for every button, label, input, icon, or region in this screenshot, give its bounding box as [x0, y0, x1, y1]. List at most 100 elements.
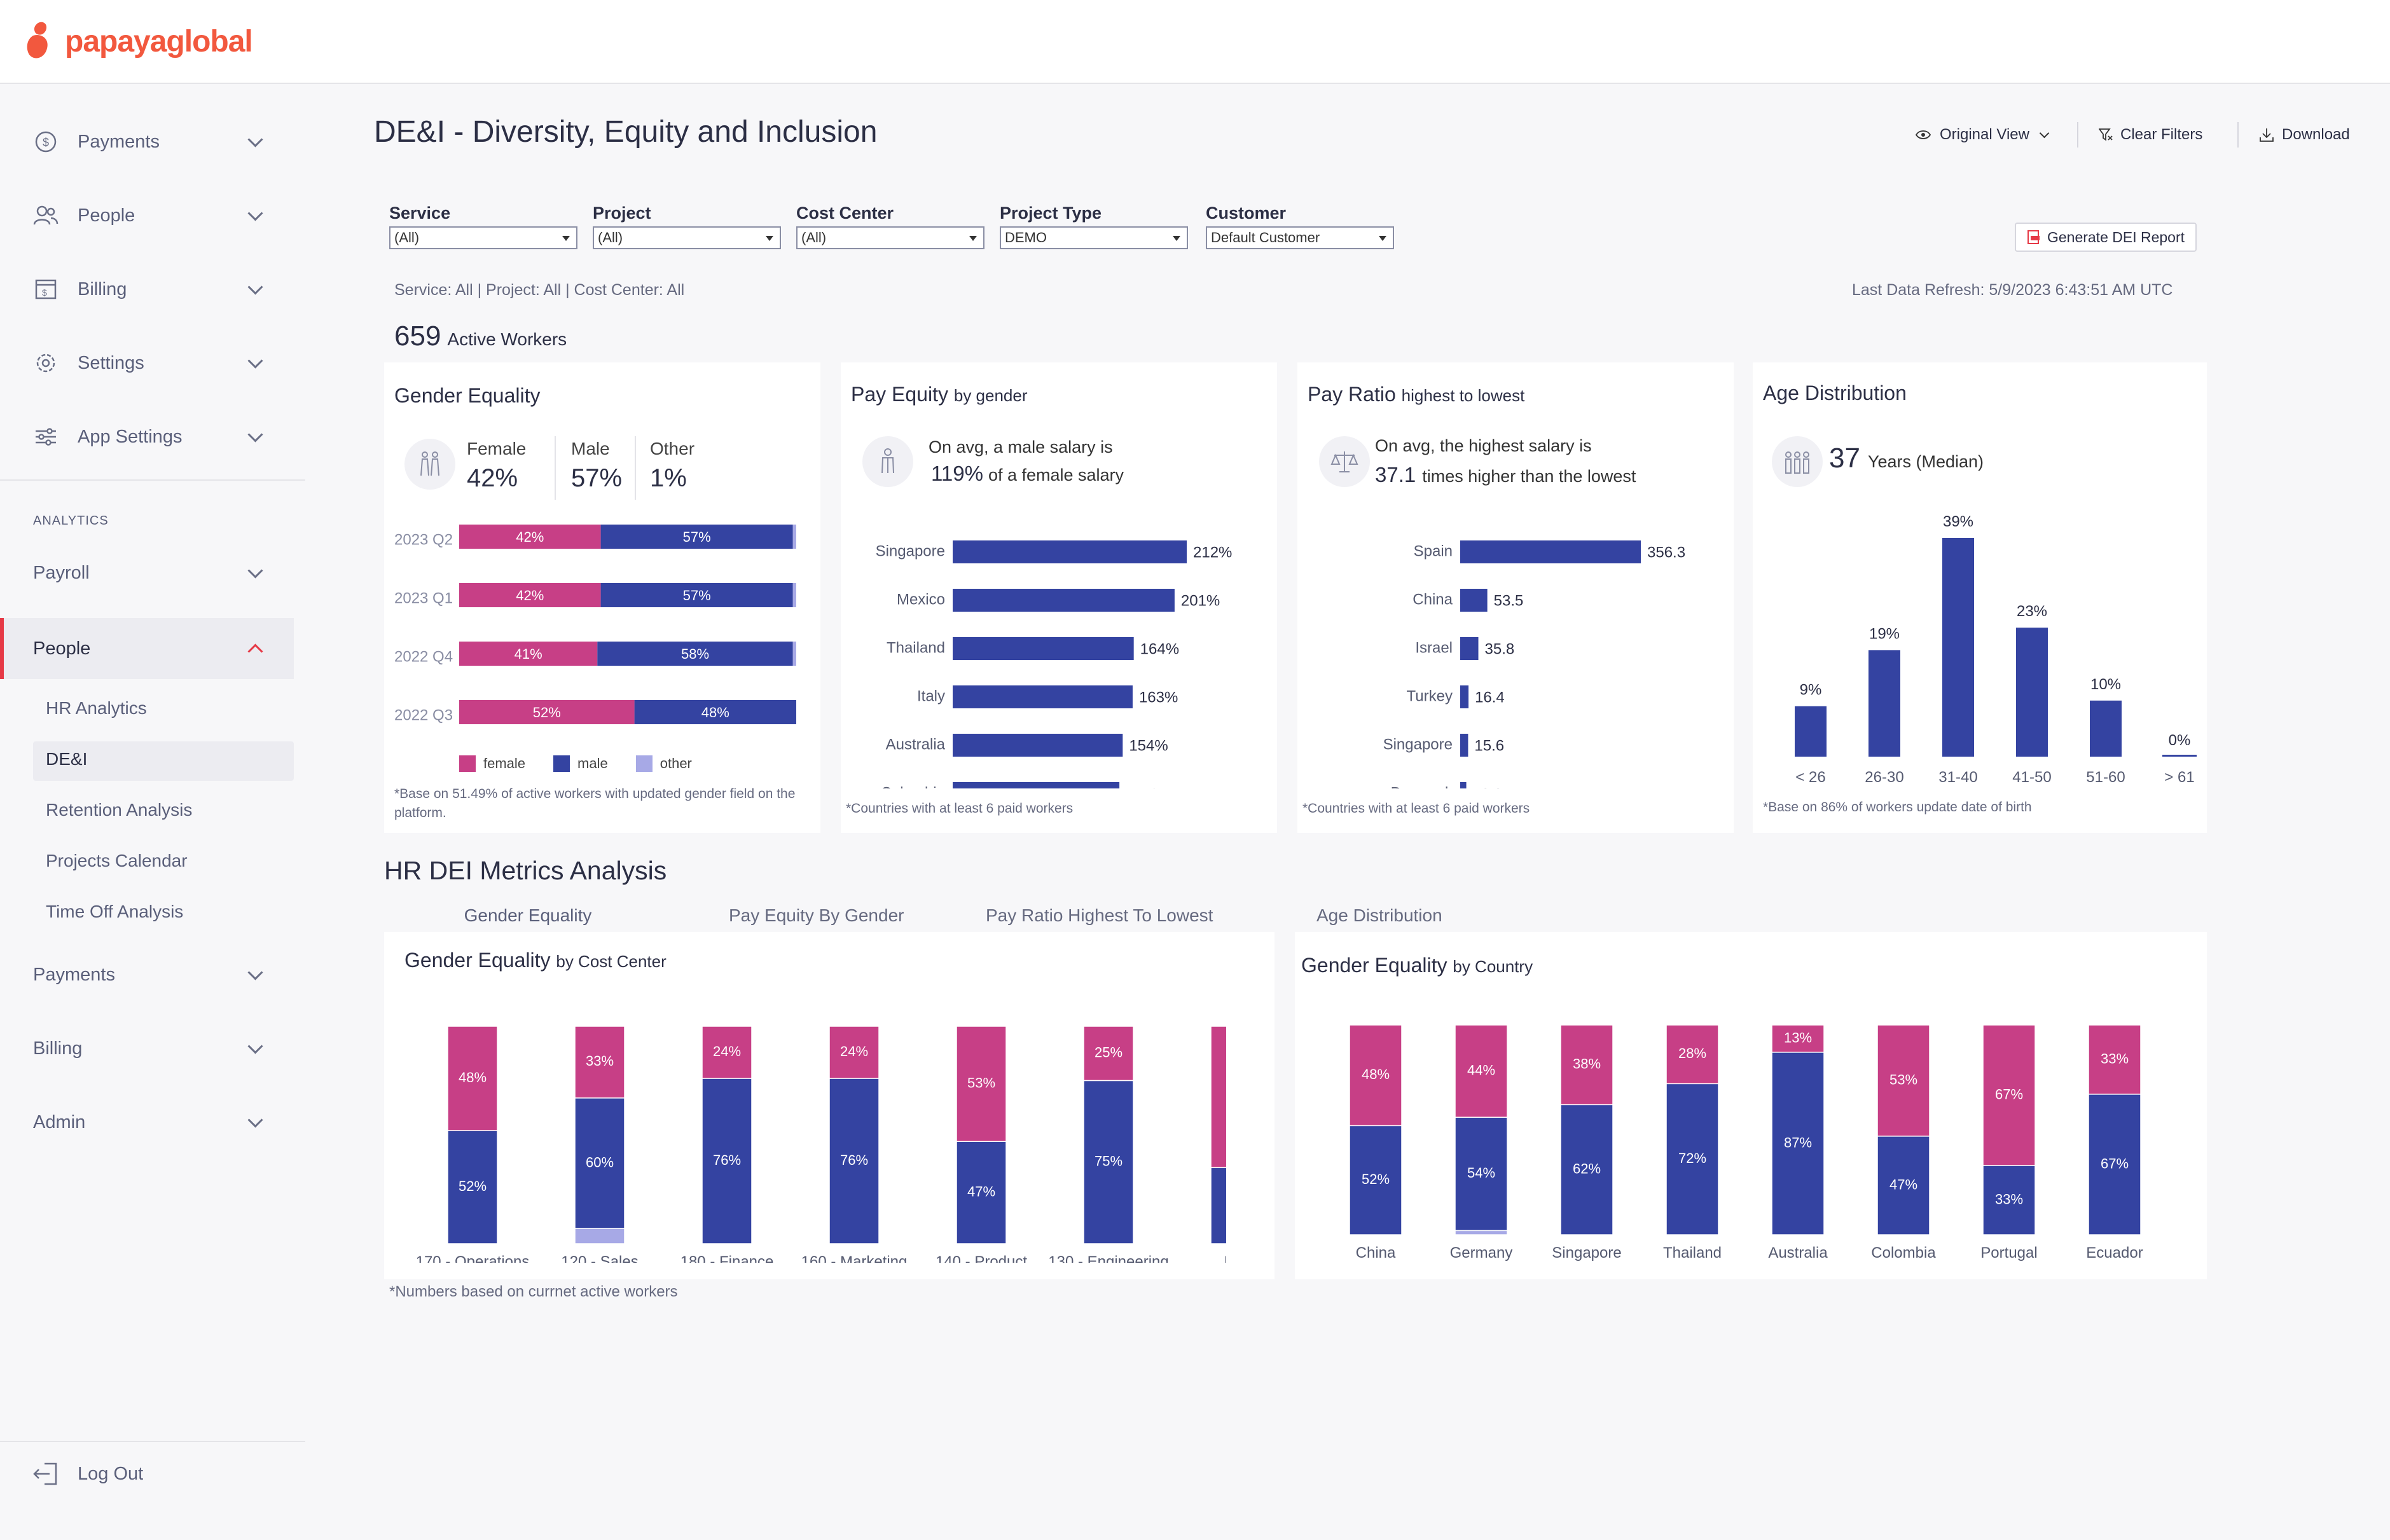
bar-other — [574, 1228, 625, 1244]
value-label: 16.4 — [1475, 689, 1505, 706]
last-data-refresh: Last Data Refresh: 5/9/2023 6:43:51 AM U… — [1852, 281, 2173, 299]
bar-female — [459, 642, 598, 666]
project-select[interactable]: (All) — [593, 226, 781, 249]
sidebar-item-admin[interactable]: Admin — [0, 1092, 293, 1153]
sidebar-item-app-settings[interactable]: App Settings — [0, 406, 293, 467]
bar — [953, 685, 1133, 708]
active-workers-count: 659 Active Workers — [394, 320, 567, 352]
logout-button[interactable]: Log Out — [0, 1443, 293, 1504]
bar-male — [574, 1097, 625, 1229]
bar-male — [1666, 1083, 1719, 1235]
papaya-logo[interactable]: papayaglobal — [24, 19, 253, 64]
quarter-label: 2023 Q1 — [394, 589, 453, 607]
stat-female-value: 42% — [467, 464, 518, 492]
stat-female-label: Female — [467, 439, 527, 458]
sidebar-item-label: People — [78, 205, 135, 226]
filter-label-service: Service — [389, 203, 451, 223]
sidebar-item-payroll[interactable]: Payroll — [0, 542, 293, 603]
category-label: Thailand — [887, 639, 945, 656]
stat-female: Female 42% — [467, 439, 549, 493]
tab-gender-equality[interactable]: Gender Equality — [464, 905, 592, 925]
quarter-label: 2023 Q2 — [394, 531, 453, 548]
age-note: *Base on 86% of workers update date of b… — [1763, 800, 2032, 815]
tab-age-distribution[interactable]: Age Distribution — [1316, 905, 1442, 925]
original-view-button[interactable]: Original View — [1916, 126, 2050, 144]
bar-label: 72% — [1678, 1150, 1706, 1166]
tab-pay-equity-by-gender[interactable]: Pay Equity By Gender — [729, 905, 904, 925]
sidebar-item-people[interactable]: People — [0, 185, 293, 246]
bar-male — [1771, 1052, 1825, 1235]
sidebar-sub-projects-calendar[interactable]: Projects Calendar — [46, 851, 188, 870]
pay-equity-summary: 119% of a female salary — [931, 462, 1124, 486]
chevron-down-icon — [247, 352, 263, 369]
age-distribution-chart: 9% < 26 19% 26-30 39% 31-40 23% 41-50 10% 51-60 0%… — [1795, 513, 2197, 786]
category-label: Australia — [886, 736, 946, 753]
value-label: 356.3 — [1647, 544, 1685, 561]
pay-ratio-chart: Spain 356.3 China 53.5 Israel 35.8 Turkey 16.4 S… — [1383, 540, 1685, 788]
generate-dei-report-button[interactable]: Generate DEI Report — [2015, 223, 2197, 252]
sidebar-item-label: Payments — [78, 131, 160, 152]
age-bar — [1942, 538, 1974, 757]
value-label: 154% — [1129, 737, 1168, 754]
cost-center-select[interactable]: (All) — [796, 226, 984, 249]
analytics-section-label: ANALYTICS — [33, 514, 109, 528]
bar — [953, 734, 1123, 757]
project-type-select[interactable]: DEMO — [1000, 226, 1188, 249]
age-category-label: 51-60 — [2086, 769, 2125, 786]
clear-filters-button[interactable]: Clear Filters — [2099, 126, 2202, 144]
sliders-icon — [33, 424, 59, 450]
category-label: China — [1413, 591, 1453, 608]
sidebar-item-settings[interactable]: Settings — [0, 333, 293, 394]
category-label: Turkey — [1407, 687, 1453, 705]
value-label: 53.5 — [1494, 592, 1524, 609]
sidebar-item-payments-analytics[interactable]: Payments — [0, 944, 293, 1005]
bar — [953, 589, 1175, 612]
sidebar-item-billing[interactable]: $ Billing — [0, 259, 293, 320]
tab-pay-ratio[interactable]: Pay Ratio Highest To Lowest — [986, 905, 1213, 925]
bar-male — [600, 583, 793, 607]
dropdown-arrow-icon — [969, 236, 977, 241]
bar-label: 33% — [586, 1053, 614, 1069]
pay-equity-chart: Singapore 212% Mexico 201% Thailand 164% Italy… — [876, 540, 1232, 788]
legend-label-other: other — [660, 755, 692, 771]
chevron-up-icon — [247, 643, 263, 659]
bar-label: 67% — [2101, 1155, 2129, 1171]
bar-female — [701, 1026, 752, 1079]
gender-by-country-card: Gender Equality by Country 48% 52% China 44… — [1295, 932, 2207, 1279]
age-category-label: 41-50 — [2012, 769, 2051, 786]
service-select[interactable]: (All) — [389, 226, 577, 249]
sidebar-sub-time-off-analysis[interactable]: Time Off Analysis — [46, 902, 184, 921]
sidebar-item-payments[interactable]: $ Payments — [0, 111, 293, 172]
service-select-value: (All) — [394, 230, 420, 245]
sidebar-item-label: Billing — [33, 1038, 83, 1059]
country-title-block: Gender Equality by Country — [1301, 954, 1533, 977]
category-label: Colombia — [1871, 1244, 1936, 1262]
bar-female — [956, 1026, 1007, 1143]
bar-label: 13% — [1784, 1029, 1812, 1045]
bar-label: 33% — [1995, 1191, 2023, 1207]
pay-ratio-big: 37.1 — [1375, 463, 1416, 486]
bar-male — [1560, 1104, 1613, 1235]
customer-select[interactable]: Default Customer — [1206, 226, 1394, 249]
sidebar-sub-retention-analysis[interactable]: Retention Analysis — [46, 800, 193, 820]
clear-filters-label: Clear Filters — [2120, 126, 2203, 143]
sidebar-item-people-analytics[interactable]: People — [0, 618, 293, 679]
chevron-down-icon — [247, 426, 263, 443]
pay-equity-card: Pay Equity by gender On avg, a male sala… — [841, 362, 1277, 833]
bar — [1460, 637, 1479, 660]
sidebar-sub-dei[interactable]: DE&I — [46, 749, 88, 769]
download-button[interactable]: Download — [2259, 126, 2350, 144]
dropdown-arrow-icon — [766, 236, 773, 241]
page-title: DE&I - Diversity, Equity and Inclusion — [374, 115, 878, 149]
active-workers-number: 659 — [394, 320, 441, 352]
bar-female — [1454, 1024, 1508, 1118]
bar-label: 87% — [1784, 1134, 1812, 1150]
category-label: 170 - Operations — [416, 1253, 530, 1263]
bar-label: 25% — [1095, 1045, 1122, 1061]
sidebar-sub-hr-analytics[interactable]: HR Analytics — [46, 698, 147, 718]
pay-ratio-title: Pay Ratio — [1308, 383, 1396, 406]
sidebar-item-billing-analytics[interactable]: Billing — [0, 1018, 293, 1079]
chevron-down-icon — [247, 562, 263, 579]
bar-label: 33% — [2101, 1050, 2129, 1066]
logout-icon — [33, 1461, 59, 1487]
